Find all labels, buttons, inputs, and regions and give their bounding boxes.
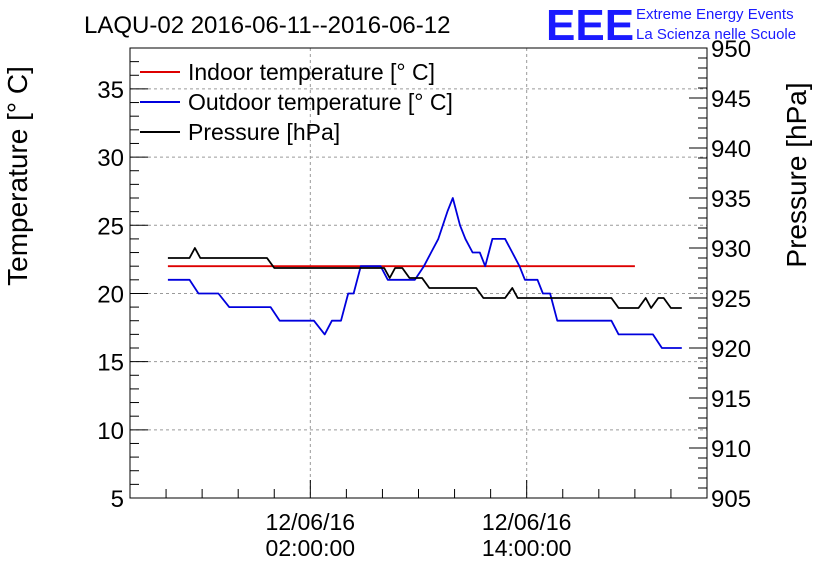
- logo-line-1: Extreme Energy Events: [636, 6, 794, 23]
- x-tick-date-label: 12/06/16: [266, 509, 356, 535]
- y-right-tick-label: 945: [711, 86, 751, 113]
- logo-line-2: La Scienza nelle Scuole: [636, 26, 796, 43]
- y-left-tick-label: 10: [97, 418, 124, 445]
- chart-title: LAQU-02 2016-06-11--2016-06-12: [84, 12, 450, 39]
- y-left-tick-label: 25: [97, 213, 124, 240]
- x-tick-date-label: 12/06/16: [482, 509, 572, 535]
- y-right-tick-label: 920: [711, 336, 751, 363]
- legend-label-outdoor: Outdoor temperature [° C]: [188, 89, 453, 115]
- y-right-tick-label: 915: [711, 386, 751, 413]
- x-tick-time-label: 14:00:00: [482, 535, 572, 561]
- axes: 5 10 15 20 25 30 35 905 910 915 920 925 930 935 940 945…: [97, 36, 751, 561]
- y-left-tick-label: 20: [97, 281, 124, 308]
- legend-label-indoor: Indoor temperature [° C]: [188, 59, 435, 85]
- eee-logo-mark: EEE: [546, 1, 634, 50]
- y-right-tick-label: 905: [711, 486, 751, 513]
- y-axis-left-label: Temperature [° C]: [2, 66, 33, 286]
- y-right-tick-label: 910: [711, 436, 751, 463]
- y-left-tick-label: 30: [97, 145, 124, 172]
- grid: [130, 48, 707, 498]
- y-left-tick-label: 35: [97, 77, 124, 104]
- series-pressure: [167, 247, 682, 309]
- y-right-tick-label: 940: [711, 136, 751, 163]
- y-right-tick-label: 925: [711, 286, 751, 313]
- y-axis-right-label: Pressure [hPa]: [781, 82, 812, 267]
- series-outdoor-temperature: [167, 197, 682, 349]
- y-right-tick-label: 950: [711, 36, 751, 63]
- x-tick-time-label: 02:00:00: [266, 535, 356, 561]
- series-group: [167, 197, 682, 349]
- y-right-tick-label: 935: [711, 186, 751, 213]
- legend: Indoor temperature [° C] Outdoor tempera…: [140, 59, 453, 145]
- y-left-tick-label: 5: [111, 486, 124, 513]
- y-right-tick-label: 930: [711, 236, 751, 263]
- legend-label-pressure: Pressure [hPa]: [188, 119, 340, 145]
- y-left-tick-label: 15: [97, 350, 124, 377]
